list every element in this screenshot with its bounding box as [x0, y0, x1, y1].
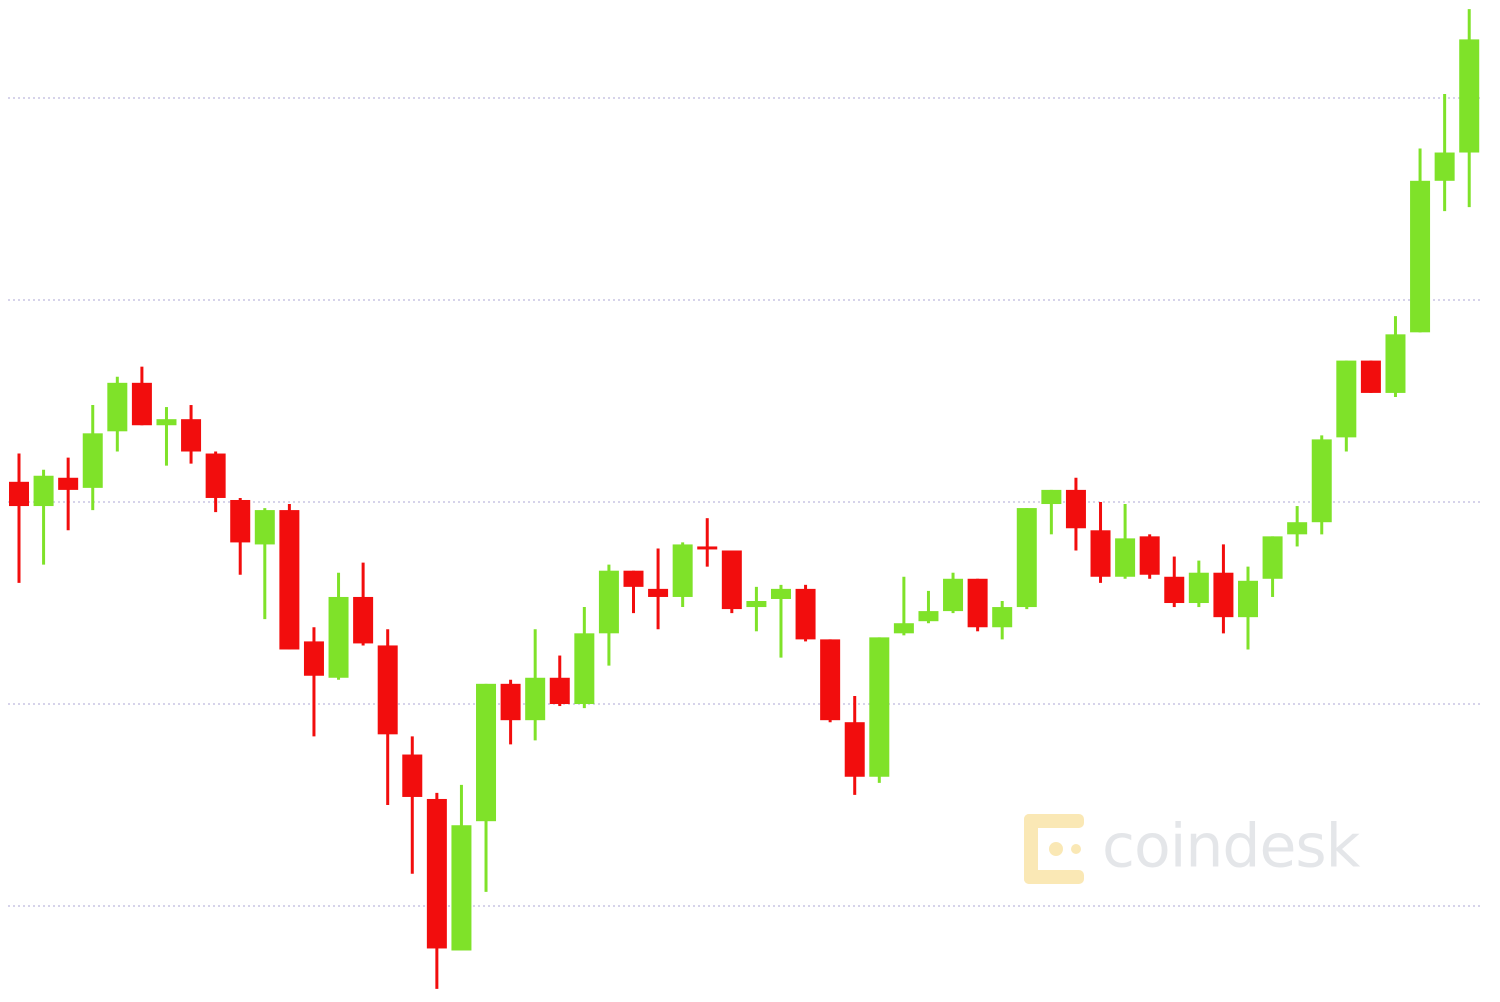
candle-body [525, 677, 546, 721]
candle-body [992, 607, 1013, 628]
candle-body [672, 544, 693, 597]
candle-body [574, 633, 595, 705]
candle-body [1090, 530, 1111, 577]
candle-body [598, 570, 619, 634]
candle-body [1065, 489, 1086, 529]
candle-body [181, 419, 202, 452]
candle-body [33, 475, 54, 507]
grid [8, 96, 1482, 908]
candle-body [795, 588, 816, 640]
candle-body [82, 433, 103, 488]
candle-body [303, 641, 324, 676]
candle-body [943, 578, 964, 612]
candle-body [9, 481, 29, 507]
candle-body [918, 611, 939, 622]
candle-body [205, 453, 226, 498]
candle-body [1164, 576, 1185, 604]
candle-body [476, 683, 497, 822]
candle-body [1016, 508, 1037, 608]
candle-body [770, 588, 791, 599]
candle-body [402, 754, 423, 797]
candle-body [1262, 536, 1283, 579]
candle-body [377, 645, 398, 735]
candle-body [426, 798, 447, 949]
candle-body [58, 477, 79, 490]
candle-body [230, 499, 251, 543]
candle-body [721, 550, 742, 610]
candle-body [1311, 439, 1332, 523]
candle-body [1336, 360, 1357, 438]
candle-body [1115, 538, 1136, 577]
candle-body [893, 623, 914, 634]
candle-body [1213, 572, 1234, 618]
candle-body [1041, 489, 1062, 505]
candle-body [156, 419, 177, 426]
candle-body [451, 825, 472, 951]
candle-body [1410, 180, 1431, 333]
candles [9, 9, 1480, 989]
candle-body [254, 510, 275, 545]
candle-body [279, 510, 300, 650]
candle-body [1434, 152, 1455, 181]
watermark: coindesk [1024, 812, 1362, 884]
candle-body [1385, 334, 1406, 393]
candle-body [623, 570, 644, 587]
candle-body [844, 722, 865, 777]
candle-body [107, 382, 128, 432]
candle-body [500, 683, 521, 721]
watermark-logo [1024, 814, 1084, 884]
candle-body [549, 677, 570, 705]
candle-body [1188, 572, 1209, 604]
watermark-text: coindesk [1102, 812, 1361, 882]
candle-body [1360, 360, 1381, 393]
candle-body [648, 588, 669, 597]
candle-body [697, 546, 718, 550]
candle-body [131, 382, 152, 426]
candle-body [967, 578, 988, 628]
candle-body [869, 637, 890, 777]
candle-body [353, 596, 374, 644]
candle-body [820, 639, 841, 721]
candle-body [746, 600, 767, 608]
candle-body [328, 596, 349, 678]
candle-body [1238, 580, 1258, 618]
candle-body [1459, 39, 1480, 153]
candle-body [1139, 536, 1160, 575]
candle-body [1287, 522, 1308, 535]
